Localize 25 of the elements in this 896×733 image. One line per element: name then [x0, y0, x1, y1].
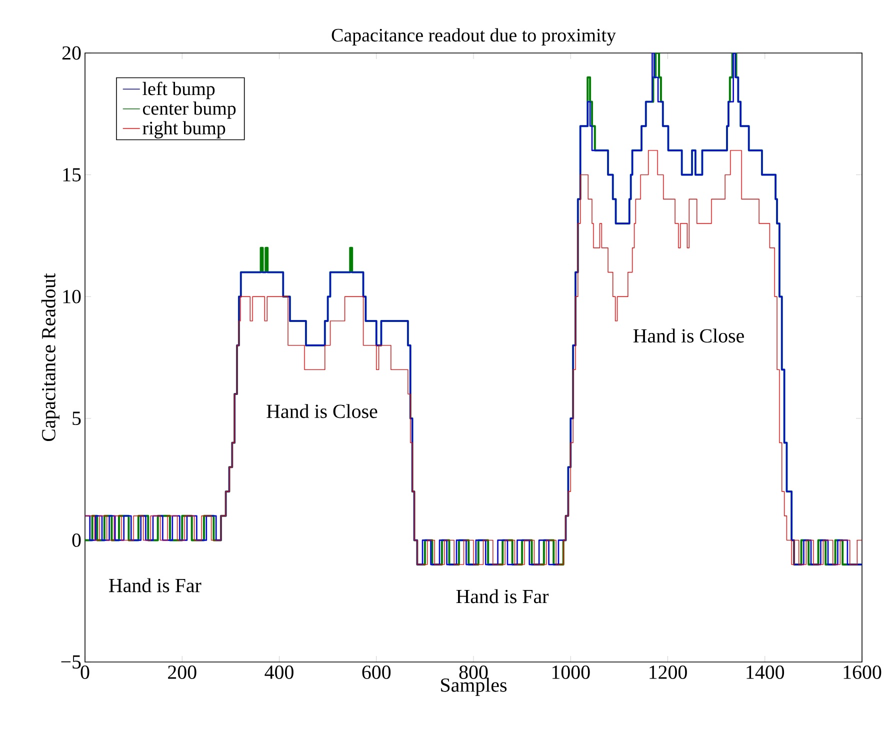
x-tick-label: 1600 [844, 666, 882, 679]
x-axis-title: Samples [441, 678, 507, 696]
x-tick-label: 1000 [552, 666, 590, 679]
x-tick-label: 400 [264, 666, 294, 679]
y-tick-label: 0 [72, 533, 81, 547]
x-tick-label: 1200 [650, 666, 687, 679]
y-tick-label: 15 [63, 168, 81, 182]
annotation: Hand is Far [456, 589, 549, 604]
legend-label: left bump [142, 82, 215, 100]
x-tick-label: 0 [80, 666, 90, 679]
y-tick-label: 10 [63, 290, 81, 304]
x-tick-label: 200 [168, 666, 196, 679]
legend-label: center bump [142, 102, 236, 119]
x-tick-label: 800 [459, 666, 488, 679]
annotation: Hand is Far [109, 578, 202, 592]
annotation: Hand is Close [633, 328, 744, 343]
y-tick-label: 5 [72, 412, 81, 426]
x-tick-label: 600 [362, 666, 391, 679]
y-axis-title: Capacitance Readout [41, 273, 60, 442]
annotation: Hand is Close [266, 404, 378, 418]
chart-title: Capacitance readout due to proximity [332, 28, 616, 46]
legend-label: right bump [142, 121, 226, 138]
y-tick-label: −5 [61, 655, 81, 669]
y-tick-label: 20 [62, 46, 81, 60]
x-tick-label: 1400 [746, 666, 784, 679]
